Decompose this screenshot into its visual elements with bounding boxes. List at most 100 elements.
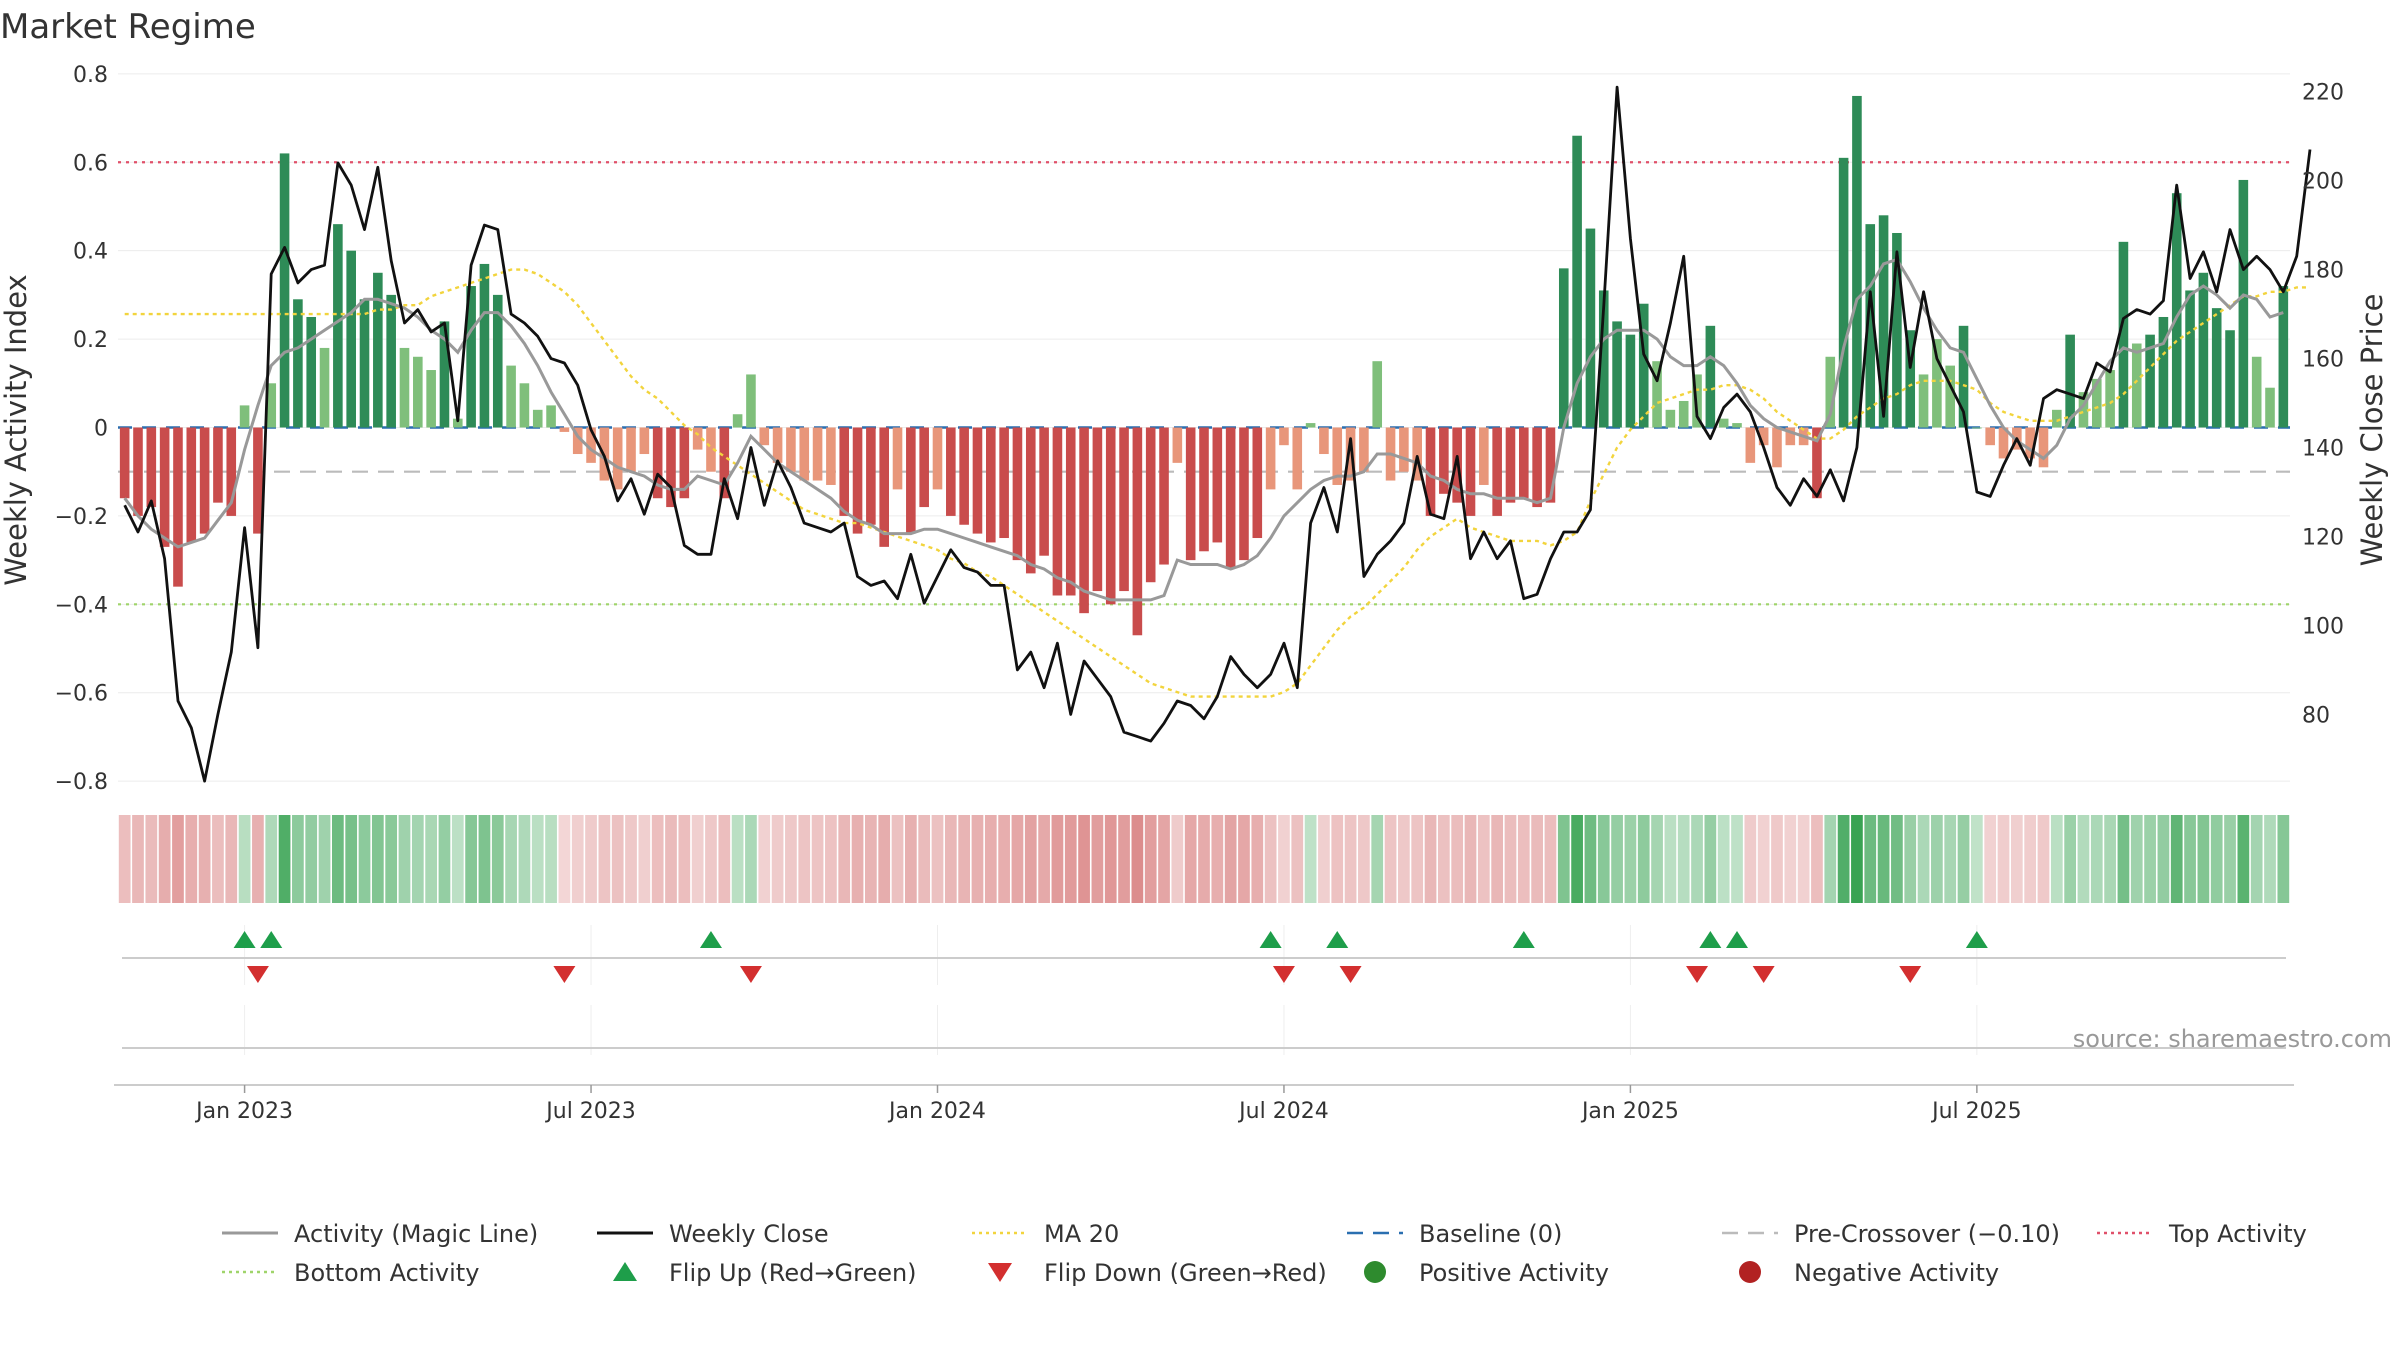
regime-cell	[1784, 815, 1797, 903]
regime-cell	[1464, 815, 1477, 903]
regime-cell	[1424, 815, 1437, 903]
legend-swatch	[1364, 1261, 1386, 1283]
activity-bar	[373, 272, 383, 428]
activity-bar	[1265, 427, 1276, 490]
activity-bar	[279, 153, 290, 428]
activity-bar	[652, 427, 663, 499]
regime-cell	[1891, 815, 1903, 903]
legend-item: Positive Activity	[1364, 1259, 1609, 1287]
activity-bar	[426, 370, 436, 428]
activity-bar	[1878, 215, 1889, 428]
regime-cell	[1824, 815, 1837, 903]
activity-bar	[2225, 330, 2235, 428]
activity-bar	[1145, 427, 1156, 583]
activity-bar	[2105, 370, 2115, 428]
activity-bar	[1998, 427, 2009, 459]
regime-cell	[1664, 815, 1677, 903]
activity-bar	[1705, 325, 1716, 428]
y2-tick-label: 220	[2302, 81, 2344, 106]
activity-bar	[1865, 224, 1876, 428]
regime-cell	[1504, 815, 1517, 903]
regime-cell	[1184, 815, 1197, 903]
activity-bar	[1505, 427, 1516, 503]
flip-down-marker	[1339, 966, 1362, 983]
regime-cell	[758, 815, 771, 903]
regime-cell	[1984, 815, 1997, 903]
flip-up-marker	[260, 931, 283, 948]
regime-cell	[2184, 815, 2196, 903]
legend-item: Weekly Close	[597, 1220, 829, 1248]
activity-bar	[2091, 378, 2102, 428]
regime-cell	[438, 815, 451, 903]
activity-bar	[892, 427, 903, 490]
activity-bar	[452, 418, 463, 428]
x-tick-label: Jul 2024	[1237, 1099, 1329, 1124]
y2-tick-label: 140	[2302, 437, 2344, 462]
regime-cell	[1451, 815, 1464, 903]
regime-cell	[1331, 815, 1344, 903]
regime-cell	[2130, 815, 2143, 903]
activity-bar	[759, 427, 770, 446]
activity-bar	[1625, 334, 1636, 428]
activity-bar	[1052, 427, 1063, 596]
activity-bar	[2052, 409, 2062, 428]
activity-bar	[1439, 427, 1449, 494]
activity-bar	[1718, 418, 1729, 428]
regime-cell	[451, 815, 464, 903]
regime-cell	[2277, 815, 2290, 903]
activity-bar	[1319, 427, 1329, 455]
regime-cell	[1238, 815, 1250, 903]
regime-cell	[2010, 815, 2023, 903]
y-tick-label: −0.8	[55, 770, 108, 795]
activity-bar	[1239, 427, 1249, 561]
legend-swatch	[988, 1263, 1012, 1282]
activity-bar	[1678, 400, 1689, 428]
activity-bar	[386, 294, 396, 428]
flip-down-marker	[553, 966, 576, 983]
activity-bar	[612, 427, 623, 490]
activity-bar	[1479, 427, 1489, 485]
activity-bar	[2025, 427, 2035, 459]
regime-cell	[118, 815, 131, 903]
regime-cell	[358, 815, 371, 903]
activity-bar	[1905, 330, 1916, 428]
activity-bar	[213, 427, 223, 503]
activity-bar	[239, 405, 250, 428]
regime-cell	[1011, 815, 1024, 903]
regime-cell	[825, 815, 837, 903]
activity-bar	[1598, 290, 1609, 428]
regime-cell	[1384, 815, 1397, 903]
flip-up-marker	[1259, 931, 1282, 948]
activity-bar	[2118, 241, 2129, 428]
y2-tick-label: 180	[2302, 259, 2344, 284]
activity-bar	[1985, 427, 1995, 446]
regime-cell	[611, 815, 624, 903]
activity-bar	[173, 427, 183, 587]
activity-bar	[679, 427, 690, 499]
y2-tick-label: 120	[2302, 525, 2344, 550]
regime-cell	[1304, 815, 1317, 903]
activity-bar	[333, 224, 343, 428]
activity-bar	[1079, 427, 1089, 614]
y-tick-label: −0.6	[55, 682, 108, 707]
regime-cell	[1931, 815, 1943, 903]
regime-cell	[2024, 815, 2037, 903]
legend-label: Pre-Crossover (−0.10)	[1794, 1220, 2060, 1248]
activity-bar	[772, 427, 783, 463]
y-tick-label: −0.2	[55, 505, 108, 530]
regime-cell	[278, 815, 291, 903]
regime-cell	[1078, 815, 1090, 903]
regime-cell	[1651, 815, 1663, 903]
activity-bar	[1292, 427, 1303, 490]
activity-bar	[2158, 316, 2169, 428]
legend-item: Bottom Activity	[222, 1259, 479, 1287]
regime-cell	[678, 815, 691, 903]
activity-bar	[1119, 427, 1129, 592]
activity-bar	[666, 427, 676, 508]
x-tick-label: Jan 2024	[887, 1099, 986, 1124]
regime-cell	[1917, 815, 1930, 903]
y-tick-label: 0.6	[73, 151, 108, 176]
activity-bar	[1039, 427, 1049, 556]
activity-bar	[692, 427, 703, 450]
regime-cell	[2224, 815, 2236, 903]
